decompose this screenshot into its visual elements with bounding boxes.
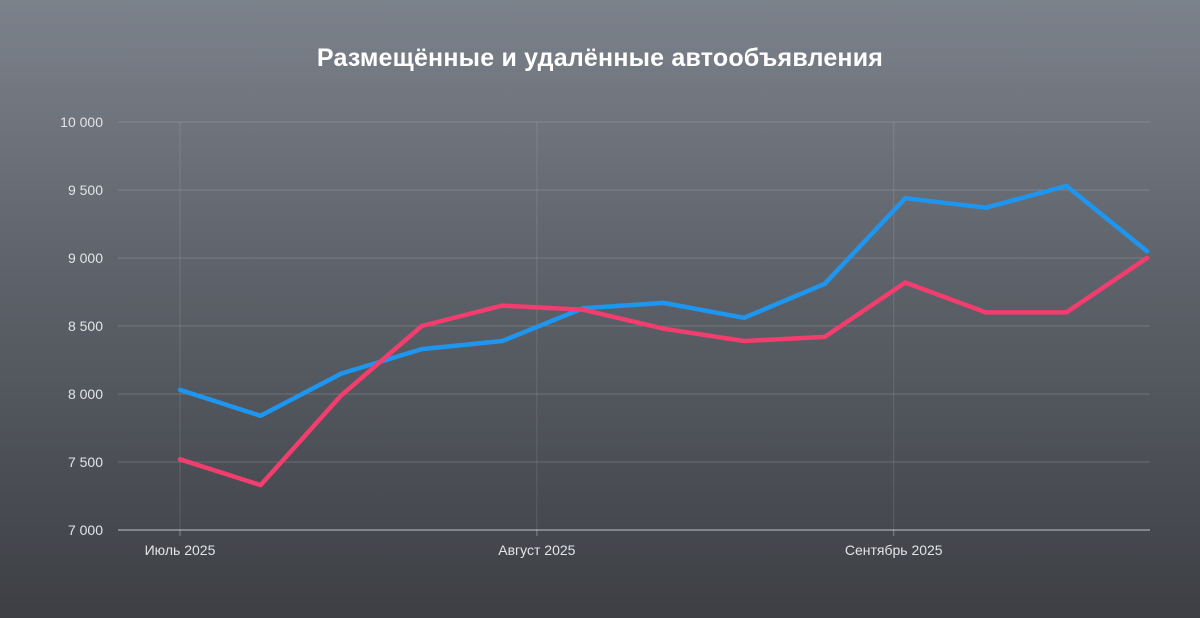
y-tick-label: 7 500 bbox=[68, 454, 103, 470]
y-tick-label: 8 500 bbox=[68, 318, 103, 334]
series-line-2 bbox=[177, 255, 1150, 488]
y-tick-label: 7 000 bbox=[68, 522, 103, 538]
y-tick-label: 10 000 bbox=[60, 114, 103, 130]
y-tick-label: 9 500 bbox=[68, 182, 103, 198]
chart-title: Размещённые и удалённые автообъявления bbox=[316, 44, 884, 72]
y-tick-label: 8 000 bbox=[68, 386, 103, 402]
y-tick-label: 9 000 bbox=[68, 250, 103, 266]
x-tick-label: Август 2025 bbox=[498, 542, 575, 558]
x-tick-label: Июль 2025 bbox=[145, 542, 216, 558]
x-tick-label: Сентябрь 2025 bbox=[845, 542, 943, 558]
series-line-1 bbox=[177, 183, 1150, 419]
